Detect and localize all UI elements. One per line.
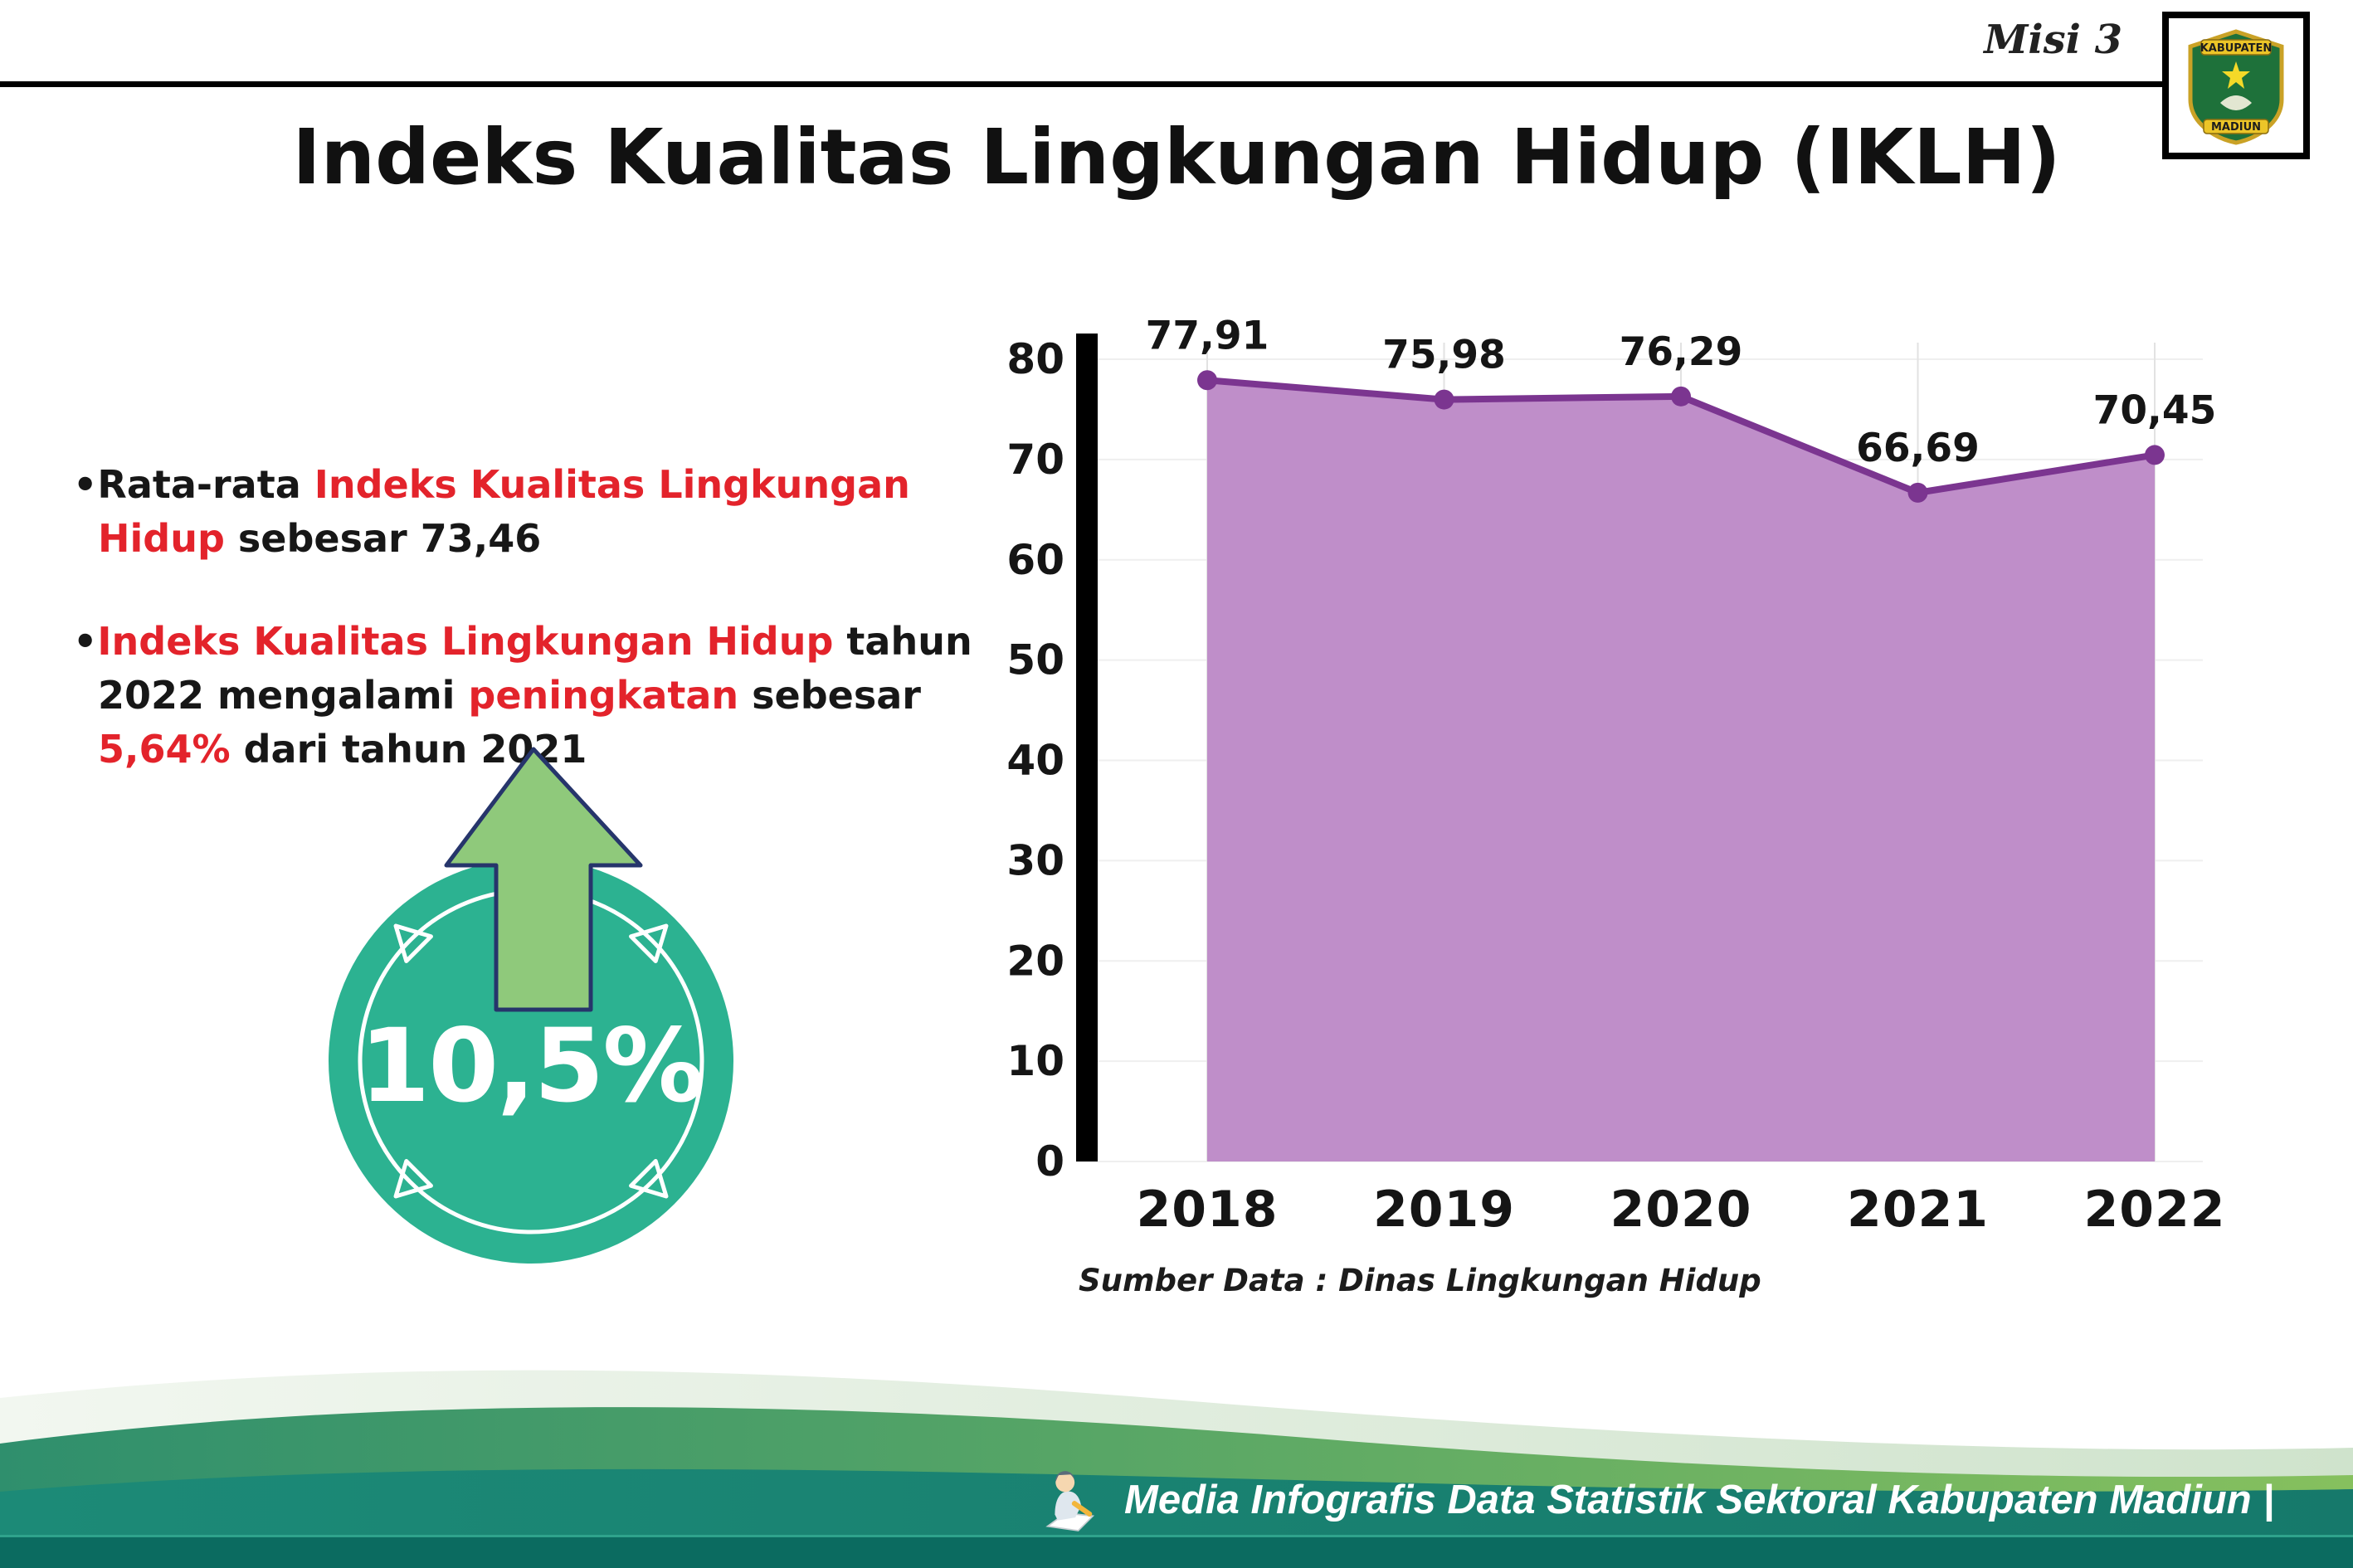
bullet-item: •Rata-rata Indeks Kualitas Lingkungan Hi… <box>73 458 1035 567</box>
bullet-text-segment: sebesar <box>738 672 921 718</box>
triangle-nw-icon <box>393 923 433 963</box>
chart-point <box>1434 389 1454 410</box>
y-tick-label: 30 <box>1006 836 1064 884</box>
mascot-body <box>1055 1491 1082 1521</box>
logo-top-text: KABUPATEN <box>2200 42 2273 55</box>
value-label: 75,98 <box>1382 333 1506 378</box>
chart-area <box>1207 380 2155 1161</box>
triangle-ne-icon <box>629 923 669 963</box>
bullet-list: •Rata-rata Indeks Kualitas Lingkungan Hi… <box>73 458 1035 825</box>
logo-bottom-text: MADIUN <box>2211 121 2261 134</box>
bullet-marker: • <box>73 462 98 507</box>
badge-circle <box>329 859 733 1264</box>
page-title: Indeks Kualitas Lingkungan Hidup (IKLH) <box>292 113 2061 202</box>
y-tick-label: 50 <box>1006 636 1064 684</box>
iklh-area-chart: 77,91 75,98 76,29 66,69 70,45 0 10 20 30 40 50 60 70… <box>954 290 2248 1269</box>
footer-waves <box>0 1370 2353 1568</box>
footer: Media Infografis Data Statistik Sektoral… <box>0 1352 2353 1568</box>
bullet-text-segment: Indeks Kualitas Lingkungan Hidup <box>97 618 834 664</box>
chart-canvas: 77,91 75,98 76,29 66,69 70,45 0 10 20 30 40 50 60 70… <box>1006 313 2226 1239</box>
bullet-text-segment: Rata-rata <box>97 462 314 507</box>
logo-shield <box>2188 29 2284 145</box>
bullet-text-segment: sebesar 73,46 <box>224 516 542 562</box>
top-rule-line <box>0 81 2180 87</box>
y-tick-label: 80 <box>1006 335 1064 383</box>
bullet-marker: • <box>73 618 98 664</box>
logo-top-banner <box>2200 39 2272 56</box>
logo-star-icon <box>2222 61 2250 89</box>
bottom-strip <box>0 1537 2353 1568</box>
up-arrow-icon <box>444 747 643 1012</box>
bullet-text-segment: peningkatan <box>468 672 739 718</box>
bullet-text-segment: Indeks Kualitas Lingkungan Hidup <box>98 462 910 562</box>
footer-text-row: Media Infografis Data Statistik Sektoral… <box>1033 1463 2274 1536</box>
chart-point <box>1671 386 1691 407</box>
bullet-text-segment: tahun 2022 mengalami <box>98 618 972 718</box>
logo-rice-cotton-icon <box>2220 95 2252 110</box>
y-axis-bar <box>1076 334 1098 1161</box>
footer-text: Media Infografis Data Statistik Sektoral… <box>1124 1478 2274 1522</box>
y-tick-label: 0 <box>1035 1137 1064 1186</box>
chart-point <box>2145 445 2165 465</box>
strip-highlight <box>0 1535 2353 1537</box>
x-tick-label: 2022 <box>2084 1181 2226 1239</box>
value-label: 76,29 <box>1620 329 1743 375</box>
x-tick-label: 2019 <box>1373 1181 1515 1239</box>
x-tick-label: 2021 <box>1847 1181 1989 1239</box>
pencil-icon <box>1071 1501 1093 1517</box>
mascot-hair <box>1055 1471 1075 1482</box>
bullet-text-segment: 5,64% <box>98 727 231 772</box>
y-tick-label: 10 <box>1006 1037 1064 1085</box>
chart-point <box>1197 370 1217 391</box>
value-label: 66,69 <box>1856 426 1980 471</box>
value-label: 77,91 <box>1146 313 1269 358</box>
triangle-se-icon <box>629 1159 669 1199</box>
y-tick-label: 70 <box>1006 436 1064 484</box>
x-tick-label: 2018 <box>1137 1181 1279 1239</box>
chart-point <box>1907 482 1928 503</box>
y-tick-label: 60 <box>1006 536 1064 584</box>
data-source-label: Sumber Data : Dinas Lingkungan Hidup <box>1079 1263 1761 1298</box>
coat-of-arms-icon: KABUPATEN MADIUN <box>2188 29 2284 145</box>
logo-bottom-ribbon <box>2203 119 2269 134</box>
mascot-head <box>1055 1473 1075 1493</box>
misi-label: Misi 3 <box>1984 17 2122 63</box>
y-tick-label: 40 <box>1006 737 1064 785</box>
y-tick-label: 20 <box>1006 937 1064 985</box>
kabupaten-madiun-logo: KABUPATEN MADIUN <box>2162 12 2310 159</box>
writer-mascot-icon <box>1045 1471 1095 1531</box>
badge-value: 10,5% <box>359 1007 702 1125</box>
bullet-item: •Indeks Kualitas Lingkungan Hidup tahun … <box>73 615 1035 777</box>
x-tick-label: 2020 <box>1610 1181 1752 1239</box>
triangle-sw-icon <box>393 1159 433 1199</box>
increase-badge: 10,5% <box>329 747 733 1264</box>
value-label: 70,45 <box>2093 387 2217 433</box>
